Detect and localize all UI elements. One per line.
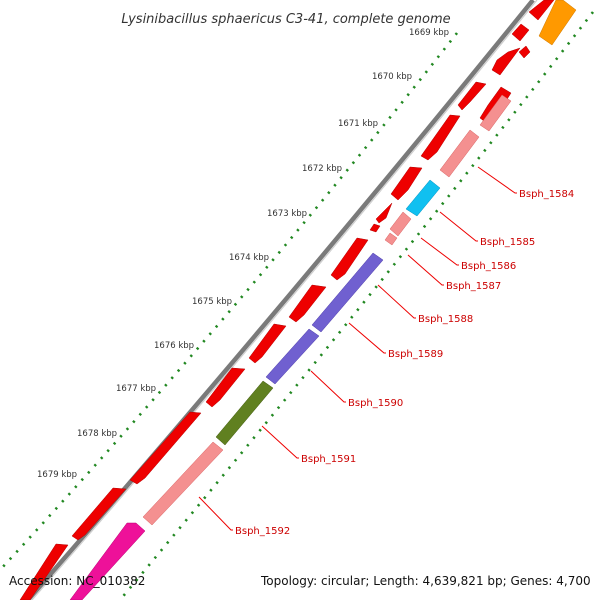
gene-reverse bbox=[518, 45, 531, 59]
gene-reverse bbox=[439, 129, 480, 178]
tick-label: 1672 kbp bbox=[302, 164, 342, 174]
gene-reverse bbox=[389, 211, 412, 237]
leader-line bbox=[420, 237, 459, 266]
gene-orange bbox=[538, 0, 577, 46]
reverse-gene-track bbox=[69, 0, 577, 600]
leader-line bbox=[477, 166, 517, 194]
gene-label-leaders bbox=[198, 166, 517, 531]
gene-labels: Bsph_1584 Bsph_1585 Bsph_1586 Bsph_1587 … bbox=[235, 189, 574, 537]
leader-line bbox=[198, 496, 233, 531]
gene-forward bbox=[129, 411, 202, 485]
position-ticks: 1669 kbp 1670 kbp 1671 kbp 1672 kbp 1673… bbox=[37, 28, 449, 480]
gene-purple bbox=[311, 252, 384, 333]
tick-label: 1677 kbp bbox=[116, 384, 156, 394]
genome-info-text: Topology: circular; Length: 4,639,821 bp… bbox=[261, 574, 591, 588]
tick-label: 1676 kbp bbox=[154, 341, 194, 351]
gene-forward bbox=[457, 81, 487, 111]
gene-label-bsph-1592: Bsph_1592 bbox=[235, 526, 290, 537]
leader-line bbox=[310, 370, 346, 403]
backbone-highlight bbox=[31, 0, 538, 600]
gene-forward bbox=[288, 284, 327, 323]
gene-forward bbox=[205, 367, 246, 408]
gene-forward bbox=[528, 0, 555, 21]
gene-olive bbox=[215, 380, 274, 446]
gene-label-bsph-1588: Bsph_1588 bbox=[418, 314, 473, 325]
gene-reverse bbox=[142, 441, 224, 526]
gene-label-bsph-1585: Bsph_1585 bbox=[480, 237, 535, 248]
gene-cyan bbox=[405, 179, 441, 217]
tick-label: 1673 kbp bbox=[267, 209, 307, 219]
leader-line bbox=[439, 211, 478, 242]
tick-label: 1670 kbp bbox=[372, 72, 412, 82]
forward-gene-track bbox=[19, 0, 555, 600]
leader-line bbox=[377, 284, 416, 319]
inner-dotted-ring bbox=[119, 11, 595, 600]
tick-label: 1674 kbp bbox=[229, 253, 269, 263]
leader-line bbox=[348, 322, 386, 354]
gene-purple bbox=[265, 328, 320, 385]
gene-label-bsph-1586: Bsph_1586 bbox=[461, 261, 516, 272]
tick-label: 1675 kbp bbox=[192, 297, 232, 307]
gene-label-bsph-1591: Bsph_1591 bbox=[301, 454, 356, 465]
gene-reverse bbox=[384, 232, 398, 246]
gene-forward bbox=[375, 202, 393, 224]
gene-label-bsph-1587: Bsph_1587 bbox=[446, 281, 501, 292]
tick-label: 1678 kbp bbox=[77, 429, 117, 439]
accession-text: Accession: NC_010382 bbox=[9, 574, 146, 588]
map-title: Lysinibacillus sphaericus C3-41, complet… bbox=[121, 12, 450, 27]
gene-forward bbox=[19, 543, 69, 600]
leader-line bbox=[407, 254, 444, 286]
gene-forward bbox=[248, 323, 287, 364]
gene-forward bbox=[71, 487, 127, 541]
tick-label: 1669 kbp bbox=[409, 28, 449, 38]
gene-forward bbox=[491, 47, 521, 76]
tick-label: 1679 kbp bbox=[37, 470, 77, 480]
leader-line bbox=[261, 425, 299, 459]
tick-label: 1671 kbp bbox=[338, 119, 378, 129]
gene-forward bbox=[420, 114, 461, 161]
gene-forward bbox=[511, 23, 530, 42]
gene-forward bbox=[369, 223, 381, 233]
gene-reverse bbox=[479, 94, 512, 132]
gene-forward bbox=[390, 166, 423, 201]
gene-forward bbox=[330, 237, 369, 281]
gene-label-bsph-1589: Bsph_1589 bbox=[388, 349, 443, 360]
gene-label-bsph-1590: Bsph_1590 bbox=[348, 398, 403, 409]
gene-label-bsph-1584: Bsph_1584 bbox=[519, 189, 574, 200]
gene-magenta bbox=[69, 522, 146, 600]
